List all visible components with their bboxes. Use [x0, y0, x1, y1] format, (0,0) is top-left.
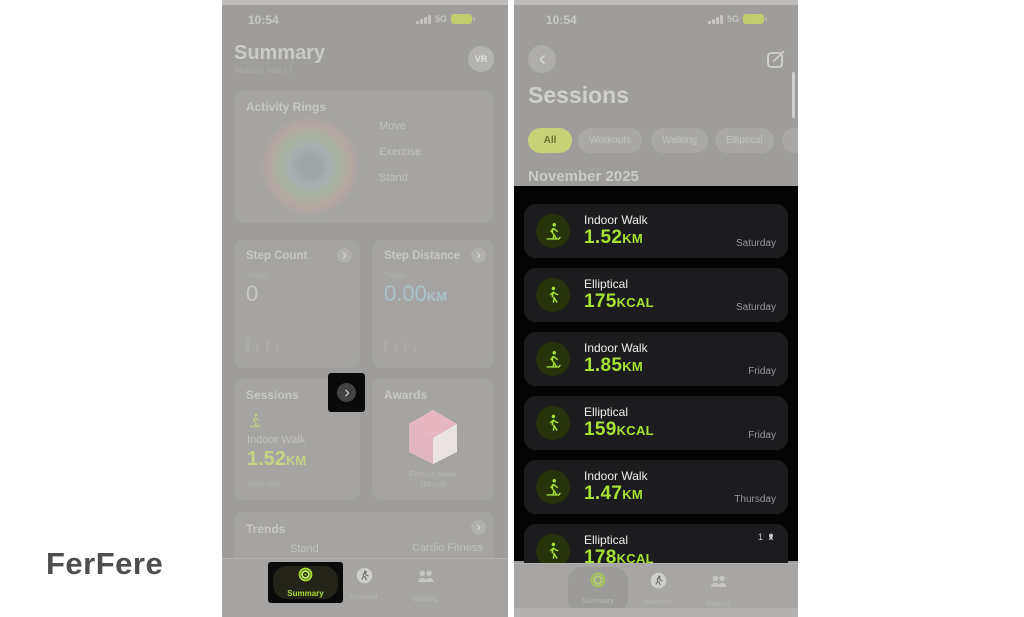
- tab-workout[interactable]: Workout: [336, 567, 392, 601]
- sharing-icon: [709, 572, 728, 596]
- summary-screen: 10:54 5G Summary Monday, Nov 17 VR Activ…: [222, 0, 508, 617]
- trend-cardio-label: Cardio Fitness: [412, 542, 483, 554]
- ring-label-move: Move: [379, 120, 406, 132]
- award-badge-icon: [409, 410, 457, 464]
- status-time: 10:54: [248, 13, 279, 27]
- step-distance-minichart: [384, 340, 417, 352]
- step-distance-value: 0.00: [384, 281, 427, 306]
- step-distance-unit: KM: [426, 289, 448, 304]
- network-label: 5G: [434, 14, 447, 24]
- chart-axis: [244, 355, 350, 356]
- card-title: Activity Rings: [246, 100, 327, 114]
- filter-chip-workouts[interactable]: Workouts: [578, 128, 643, 153]
- sessions-screen: 10:54 5G Sessions All Workouts Walking E…: [514, 0, 798, 617]
- chevron-right-icon[interactable]: [471, 520, 486, 535]
- screen-top-edge: [222, 0, 508, 5]
- award-name-line2: (Move): [420, 480, 446, 489]
- card-title: Trends: [246, 522, 286, 536]
- elliptical-icon: [536, 534, 570, 568]
- filter-chip-indoor[interactable]: Ind: [782, 128, 798, 153]
- signal-icon: [416, 14, 431, 24]
- activity-rings-icon: [590, 572, 606, 593]
- status-cluster: 5G: [708, 14, 767, 24]
- chevron-right-icon[interactable]: [337, 248, 352, 263]
- network-label: 5G: [726, 14, 739, 24]
- tab-summary[interactable]: Summary: [570, 572, 626, 605]
- card-title: Step Count: [246, 250, 308, 262]
- elliptical-icon: [536, 406, 570, 440]
- session-row[interactable]: Elliptical 175KCAL Saturday: [524, 268, 788, 322]
- tab-sharing[interactable]: Sharing: [397, 567, 453, 603]
- card-title: Awards: [384, 388, 428, 402]
- session-day: Saturday: [247, 478, 282, 488]
- activity-rings-icon: [298, 567, 313, 587]
- trend-stand-label: Stand: [290, 543, 319, 555]
- battery-icon: [743, 14, 767, 24]
- avatar[interactable]: VR: [468, 46, 494, 72]
- tab-summary-highlight: [568, 567, 628, 613]
- chart-axis: [382, 355, 484, 356]
- workout-icon: [355, 567, 373, 589]
- summary-tab-spotlight[interactable]: Summary: [268, 562, 343, 603]
- page-title: Summary: [234, 42, 326, 64]
- ring-label-exercise: Exercise: [379, 146, 422, 158]
- activity-rings-graphic: [262, 118, 358, 214]
- sessions-chevron-spotlight[interactable]: [328, 373, 365, 412]
- card-title: Sessions: [246, 388, 299, 402]
- step-count-minichart: [246, 338, 279, 352]
- chevron-right-icon[interactable]: [337, 383, 356, 402]
- workout-icon: [649, 572, 667, 594]
- status-cluster: 5G: [416, 14, 475, 24]
- tab-sharing[interactable]: Sharing: [690, 572, 746, 608]
- filter-chip-all[interactable]: All: [528, 128, 572, 153]
- filter-chip-walking[interactable]: Walking: [651, 128, 709, 153]
- indoor-walk-icon: [536, 214, 570, 248]
- status-time: 10:54: [546, 13, 577, 27]
- activity-rings-card[interactable]: Activity Rings Move Exercise Stand: [234, 90, 494, 223]
- battery-icon: [451, 14, 475, 24]
- step-count-value: 0: [246, 281, 259, 306]
- sharing-icon: [416, 567, 435, 591]
- walk-icon: [247, 412, 263, 433]
- step-count-card[interactable]: Step Count Today 0: [234, 240, 360, 368]
- session-row[interactable]: Indoor Walk 1.85KM Friday: [524, 332, 788, 386]
- chevron-right-icon[interactable]: [471, 248, 486, 263]
- elliptical-icon: [536, 278, 570, 312]
- screen-bottom-edge: [514, 608, 798, 617]
- screen-top-edge: [514, 0, 798, 5]
- session-workout-label: Indoor Walk: [247, 434, 306, 446]
- session-value: 1.52: [247, 448, 286, 470]
- month-header: November 2025: [528, 168, 639, 185]
- back-button[interactable]: [528, 45, 556, 73]
- page-title: Sessions: [528, 82, 629, 108]
- sessions-list-spotlight: Indoor Walk 1.52KM Saturday Elliptical 1…: [514, 186, 798, 578]
- chevron-left-icon: [539, 54, 545, 64]
- tab-bar: Workout Sharing: [222, 558, 508, 617]
- indoor-walk-icon: [536, 342, 570, 376]
- tab-summary[interactable]: Summary: [273, 566, 338, 599]
- card-period: Today: [384, 270, 407, 280]
- medal-icon: [768, 533, 774, 541]
- filter-chip-elliptical[interactable]: Elliptical: [715, 128, 774, 153]
- ring-label-stand: Stand: [379, 172, 408, 184]
- tab-workout[interactable]: Workout: [630, 572, 686, 606]
- awards-card[interactable]: Awards Perfect Week (Move): [372, 378, 494, 500]
- step-distance-card[interactable]: Step Distance Today 0.00KM: [372, 240, 494, 368]
- scrollbar[interactable]: [792, 72, 795, 118]
- page-subtitle: Monday, Nov 17: [235, 66, 293, 75]
- brand-logo: FerFere: [46, 546, 164, 581]
- compose-icon: [767, 50, 785, 68]
- compose-button[interactable]: [764, 48, 788, 77]
- indoor-walk-icon: [536, 470, 570, 504]
- card-period: Today: [246, 270, 269, 280]
- session-row[interactable]: Elliptical 159KCAL Friday: [524, 396, 788, 450]
- signal-icon: [708, 14, 723, 24]
- card-title: Step Distance: [384, 250, 461, 262]
- session-row[interactable]: Indoor Walk 1.52KM Saturday: [524, 204, 788, 258]
- session-row[interactable]: Indoor Walk 1.47KM Thursday: [524, 460, 788, 514]
- award-name-line1: Perfect Week: [409, 470, 457, 479]
- session-unit: KM: [285, 453, 307, 468]
